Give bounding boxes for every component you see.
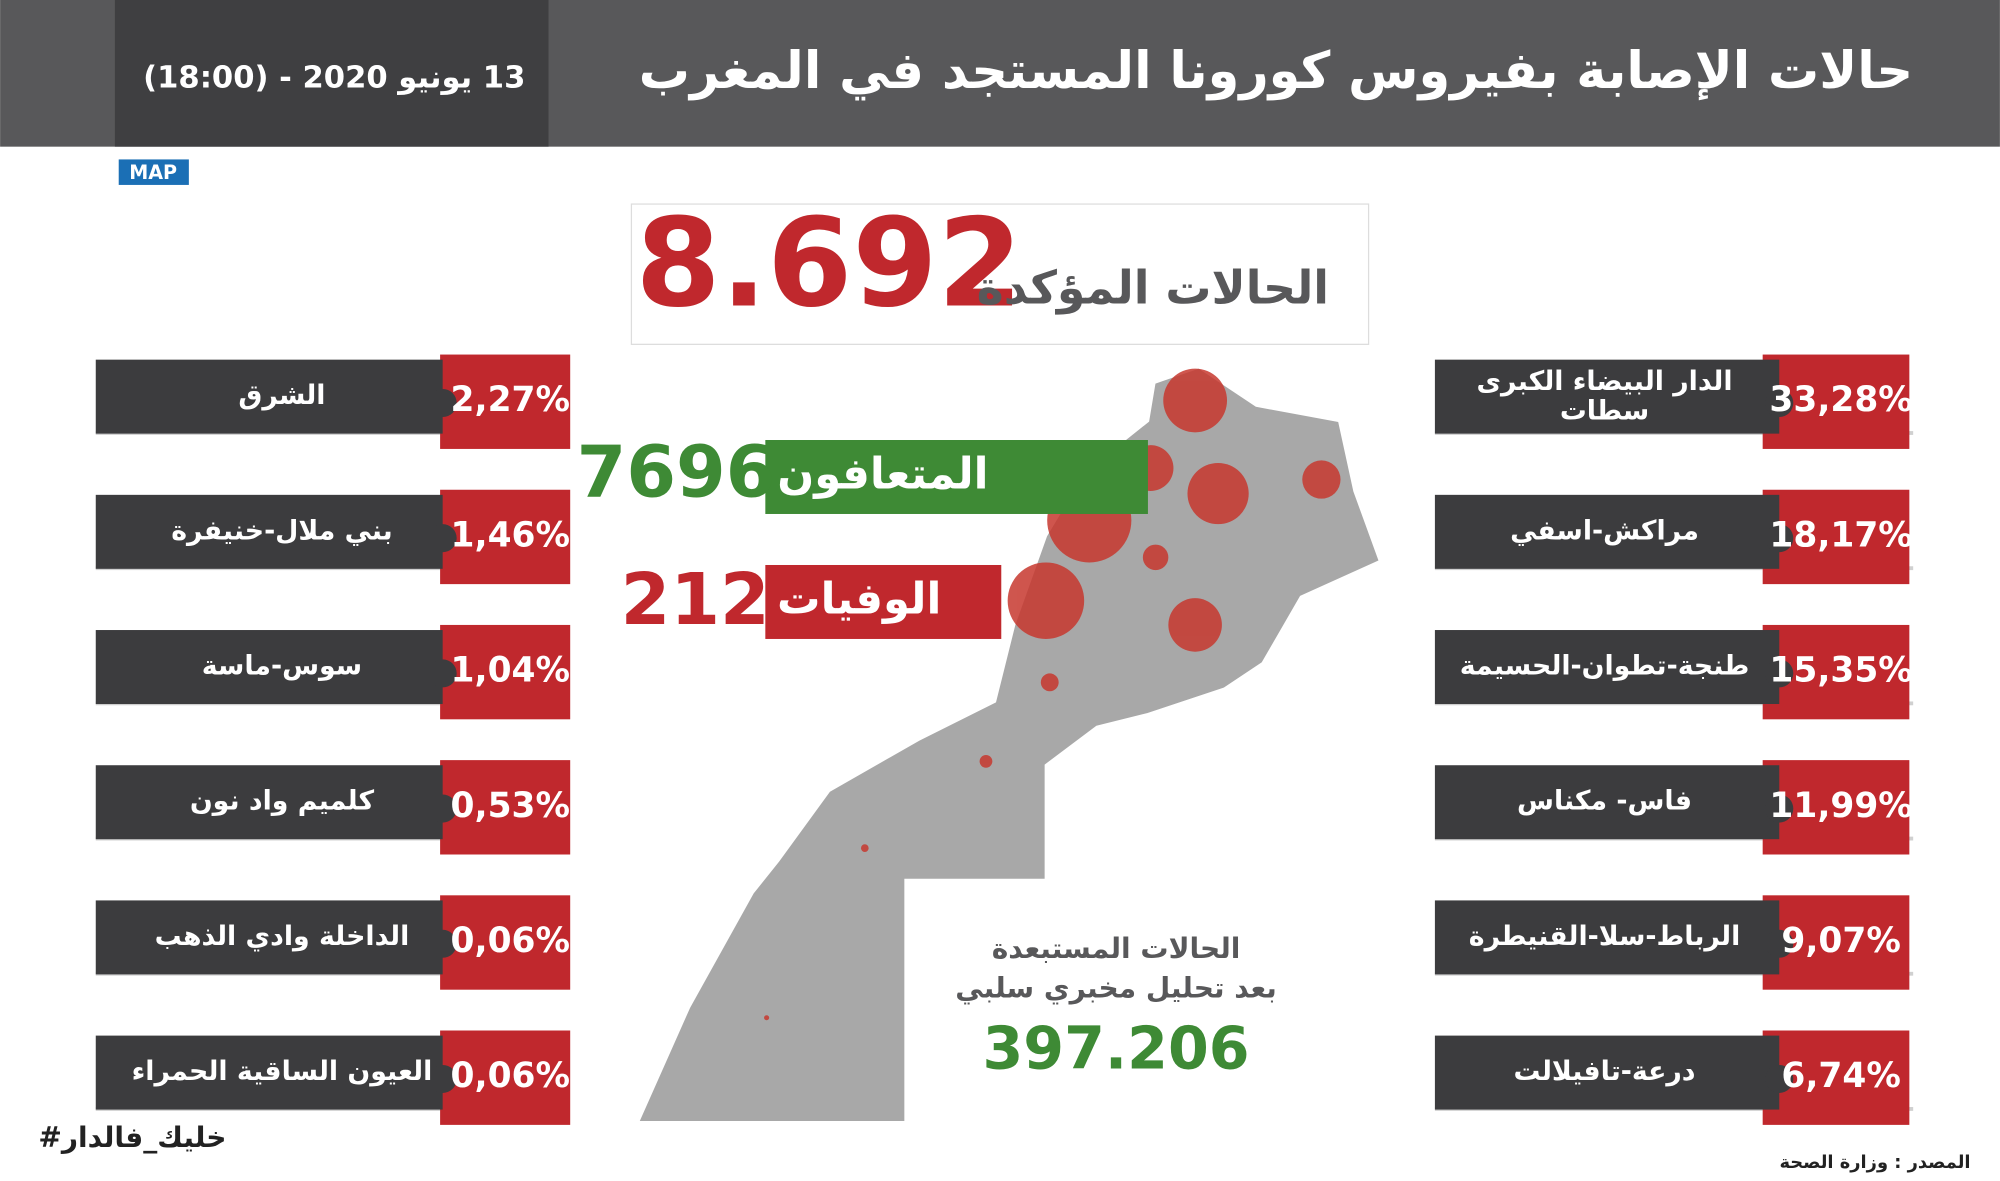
excluded-line2: بعد تحليل مخبري سلبي — [955, 972, 1277, 1005]
region-name: طنجة-تطوان-الحسيمة — [1460, 651, 1750, 682]
share-box — [440, 1030, 571, 1125]
name-box — [95, 1035, 443, 1110]
recovered-bar — [765, 440, 1148, 514]
name-box — [95, 630, 443, 705]
recovered-label: المتعافون — [777, 449, 988, 499]
excluded-value: 397.206 — [982, 1014, 1249, 1082]
region-share: 0,53% — [451, 786, 570, 826]
region-name: بني ملال-خنيفرة — [171, 515, 392, 546]
region-share: 2,27% — [451, 380, 570, 420]
name-box — [1434, 1035, 1780, 1110]
logo-box — [118, 159, 189, 185]
region-share: 6,74% — [1781, 1056, 1900, 1096]
logo: MAP — [129, 161, 177, 184]
excluded-line1: الحالات المستبعدة — [992, 932, 1241, 965]
name-box-tab — [428, 929, 457, 958]
name-box-tab — [1765, 524, 1794, 553]
name-box-tab — [1765, 1064, 1794, 1093]
region-name: كلميم واد نون — [190, 786, 375, 817]
region-share: 0,06% — [451, 921, 570, 961]
excluded-box — [918, 915, 1314, 1101]
name-box-tab — [428, 388, 457, 418]
confirmed-value: 8.692 — [635, 191, 1022, 334]
name-box — [1434, 359, 1780, 434]
region-share: 18,17% — [1769, 515, 1912, 555]
name-box-tab — [428, 659, 457, 688]
name-box — [95, 359, 443, 434]
source: المصدر : وزارة الصحة — [1779, 1152, 1970, 1173]
name-box — [1434, 900, 1780, 975]
region-name: مراكش-اسفي — [1510, 515, 1699, 546]
region-share: 0,06% — [451, 1056, 570, 1096]
share-box — [440, 489, 571, 585]
region-name: فاس- مكناس — [1517, 786, 1692, 817]
region-name: الرباط-سلا-القنيطرة — [1469, 921, 1740, 952]
share-box — [440, 624, 571, 720]
region-share: 9,07% — [1781, 921, 1900, 961]
name-box-tab — [1765, 794, 1794, 823]
name-box — [1434, 765, 1780, 840]
deaths-label: الوفيات — [777, 574, 941, 624]
date-box — [114, 0, 549, 147]
region-share: 1,46% — [451, 515, 570, 555]
region-name: الداخلة وادي الذهب — [155, 921, 410, 952]
confirmed-label: الحالات المؤكدة — [977, 260, 1329, 314]
share-box — [440, 760, 571, 855]
name-box-tab — [1765, 659, 1794, 688]
region-name: العيون الساقية الحمراء — [132, 1056, 433, 1087]
title: حالات الإصابة بفيروس كورونا المستجد في ا… — [639, 42, 1913, 101]
deaths-value: 212 — [621, 558, 770, 641]
region-name: درعة-تافيلالت — [1514, 1056, 1696, 1087]
name-box-tab — [428, 1064, 457, 1093]
name-box — [95, 765, 443, 840]
region-share: 1,04% — [451, 651, 570, 691]
region-name: سوس-ماسة — [202, 651, 362, 682]
share-box — [440, 354, 571, 449]
name-box — [95, 494, 443, 569]
region-share: 33,28% — [1769, 380, 1912, 420]
share-box — [440, 895, 571, 990]
region-share: 11,99% — [1769, 786, 1912, 826]
hashtag: #خليك_فالدار — [38, 1121, 226, 1154]
region-name: الشرق — [238, 380, 325, 411]
recovered-value: 7696 — [577, 431, 776, 514]
name-box-tab — [1765, 388, 1794, 418]
name-box-tab — [428, 524, 457, 553]
date: 13 يونيو 2020 - (18:00) — [143, 61, 525, 96]
name-box-tab — [428, 794, 457, 823]
region-name: الدار البيضاء الكبرى سطات — [1477, 365, 1733, 425]
name-box — [1434, 630, 1780, 705]
name-box — [95, 900, 443, 975]
map — [635, 365, 1382, 1124]
confirmed-box — [630, 203, 1370, 345]
name-box — [1434, 494, 1780, 569]
deaths-bar — [765, 564, 1002, 639]
region-share: 15,35% — [1769, 651, 1912, 691]
name-box-tab — [1765, 929, 1794, 958]
